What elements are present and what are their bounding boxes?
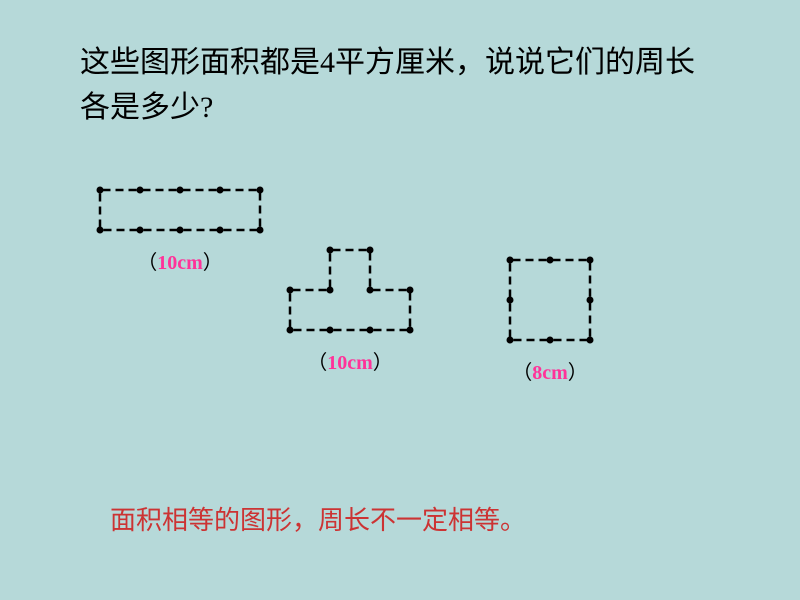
question-text: 这些图形面积都是4平方厘米，说说它们的周长各是多少?	[80, 40, 720, 130]
perimeter-label-t-shape: （10cm）	[280, 346, 420, 375]
perimeter-value: 10cm	[327, 352, 373, 374]
figure-t-shape: （10cm）	[280, 240, 420, 375]
slide: 这些图形面积都是4平方厘米，说说它们的周长各是多少? （10cm）（10cm）（…	[0, 0, 800, 600]
figure-square-2x2: （8cm）	[500, 250, 600, 385]
shape-rectangle-1x4	[90, 180, 270, 240]
paren-close: ）	[203, 252, 223, 274]
perimeter-value: 10cm	[157, 252, 203, 274]
conclusion-text: 面积相等的图形，周长不一定相等。	[110, 500, 526, 537]
paren-open: （	[137, 252, 157, 274]
paren-open: （	[307, 352, 327, 374]
paren-close: ）	[568, 362, 588, 384]
perimeter-value: 8cm	[532, 362, 568, 384]
paren-open: （	[512, 362, 532, 384]
paren-close: ）	[373, 352, 393, 374]
figure-rectangle-1x4: （10cm）	[90, 180, 270, 275]
figures-area: （10cm）（10cm）（8cm）	[80, 180, 720, 430]
shape-square-2x2	[500, 250, 600, 350]
perimeter-label-rectangle-1x4: （10cm）	[90, 246, 270, 275]
perimeter-label-square-2x2: （8cm）	[500, 356, 600, 385]
shape-t-shape	[280, 240, 420, 340]
